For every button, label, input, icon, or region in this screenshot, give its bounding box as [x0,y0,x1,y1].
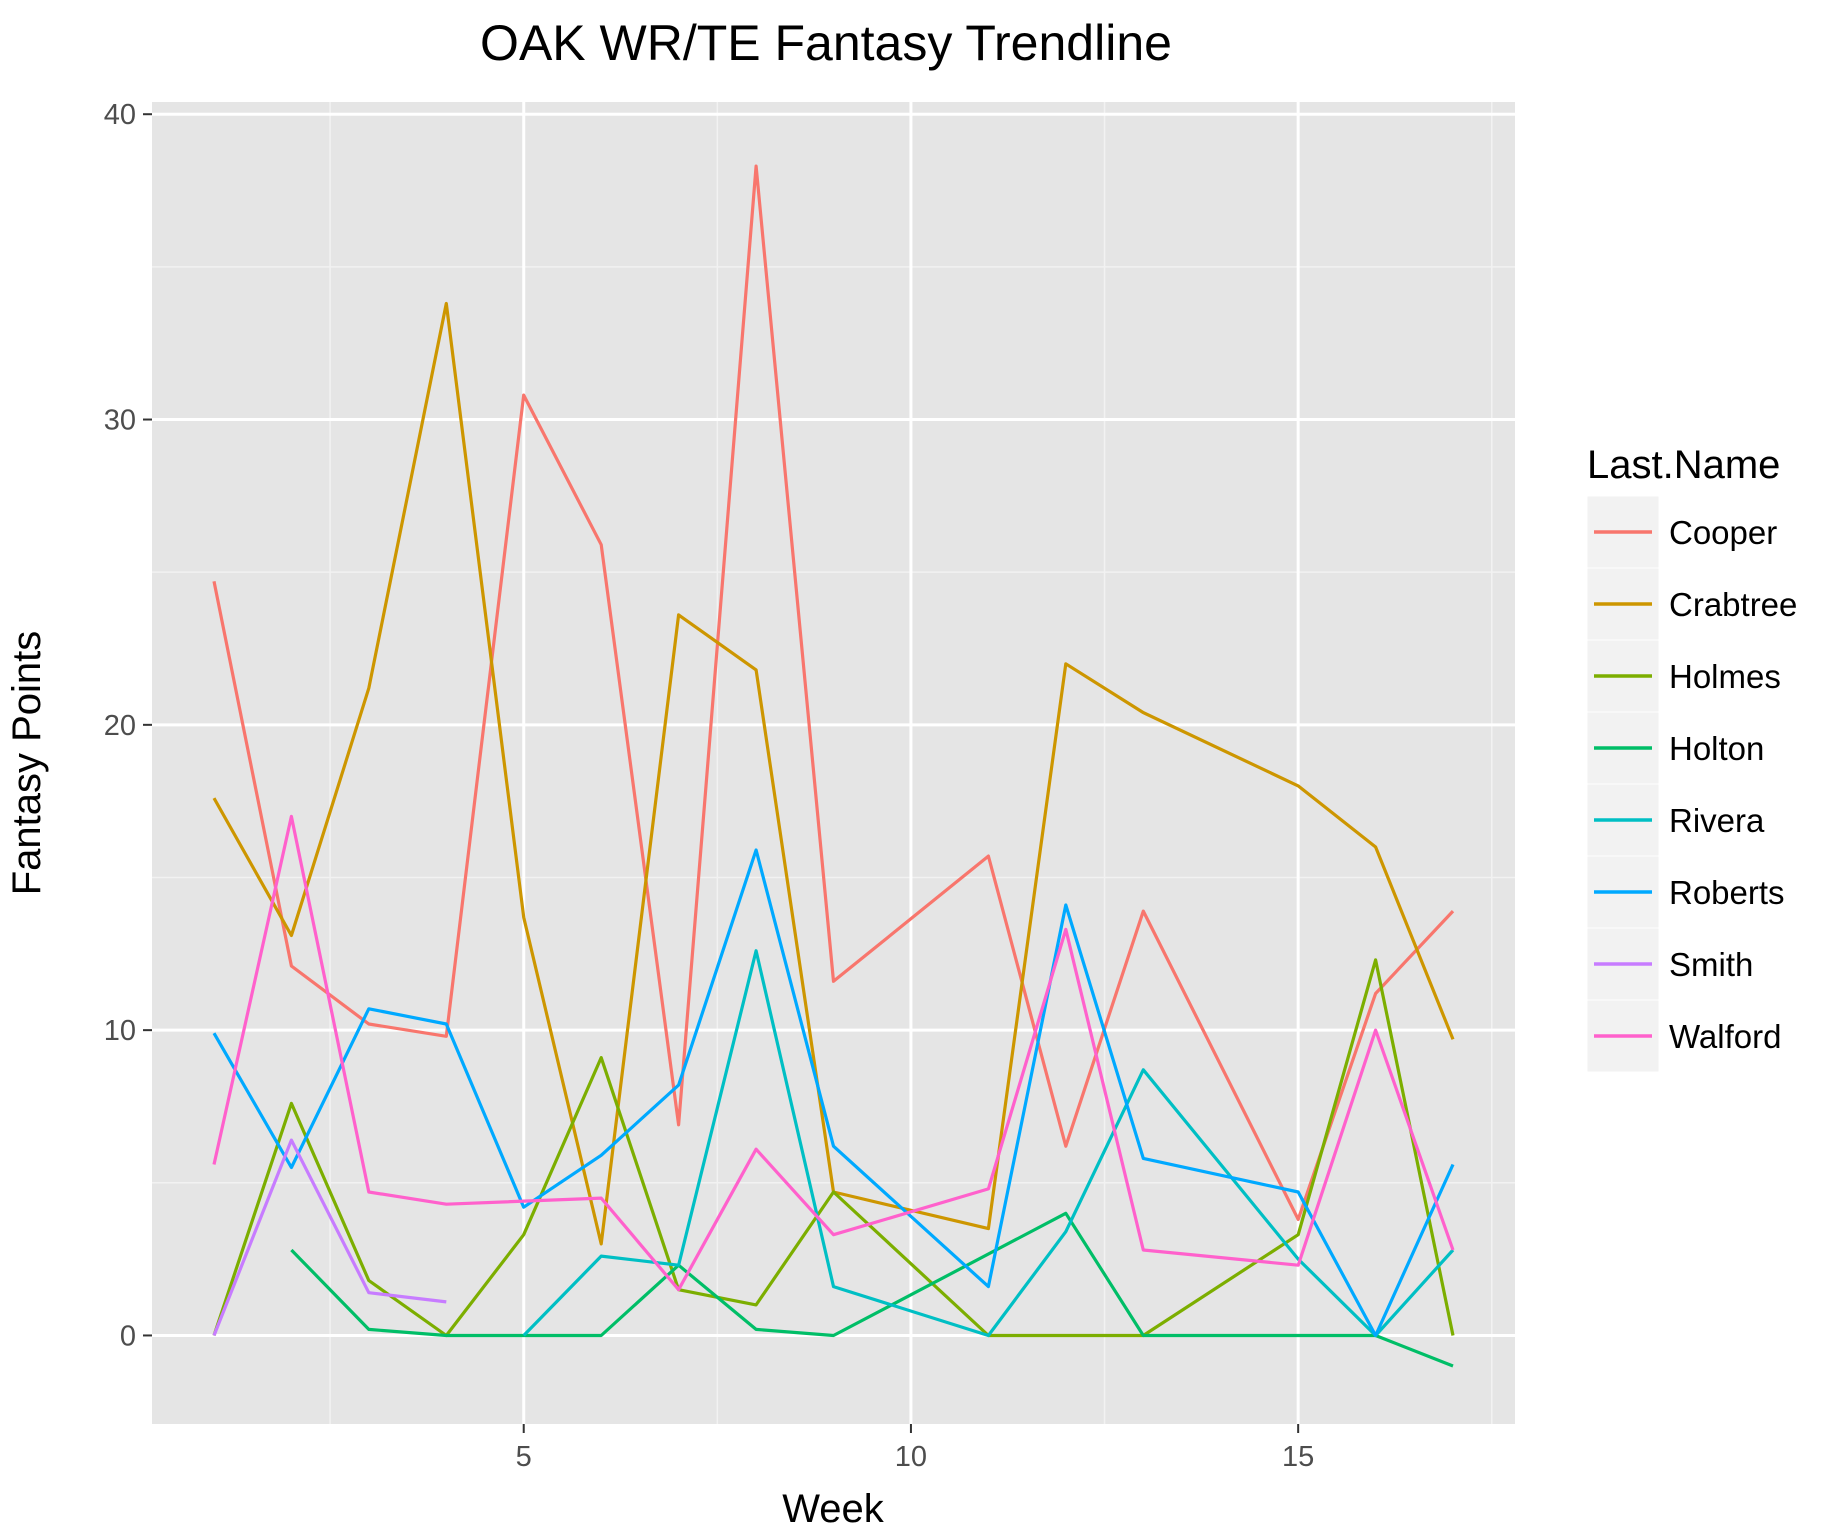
x-axis: 5 10 15 [516,1424,1314,1473]
y-tick-label: 0 [120,1320,136,1352]
legend-label-walford: Walford [1669,1018,1781,1055]
series-lines [212,164,1455,1368]
legend-label-holmes: Holmes [1669,658,1781,695]
x-tick-label: 10 [895,1441,927,1473]
x-axis-title: Week [782,1487,885,1531]
series-line-cooper [212,164,1455,1222]
legend-items: Cooper Crabtree Holmes Holton Rivera Roberts S… [1586,495,1797,1073]
legend: Last.Name Cooper Crabtree Holmes Holton Rive… [1586,443,1797,1073]
series-line-crabtree [212,301,1455,1246]
plot-panel [152,102,1515,1424]
y-tick-label: 20 [104,710,136,742]
y-tick-label: 10 [104,1015,136,1047]
y-tick-label: 30 [104,405,136,437]
legend-label-roberts: Roberts [1669,874,1785,911]
legend-label-rivera: Rivera [1669,802,1765,839]
series-line-walford [212,814,1455,1292]
legend-label-holton: Holton [1669,730,1764,767]
minor-gridlines [152,102,1515,1424]
series-line-roberts [212,848,1455,1338]
y-axis: 0 10 20 30 40 [104,99,152,1352]
series-line-holton [290,1211,1454,1368]
x-tick-label: 15 [1282,1441,1314,1473]
y-axis-title: Fantasy Points [5,631,49,896]
chart-title: OAK WR/TE Fantasy Trendline [480,15,1172,71]
y-tick-label: 40 [104,99,136,131]
series-line-holmes [212,958,1455,1338]
legend-label-cooper: Cooper [1669,514,1777,551]
series-line-smith [212,1138,447,1337]
series-line-rivera [522,949,1455,1338]
legend-label-crabtree: Crabtree [1669,586,1797,623]
major-gridlines [152,102,1515,1424]
legend-label-smith: Smith [1669,946,1753,983]
x-tick-label: 5 [516,1441,532,1473]
legend-title: Last.Name [1587,443,1780,487]
